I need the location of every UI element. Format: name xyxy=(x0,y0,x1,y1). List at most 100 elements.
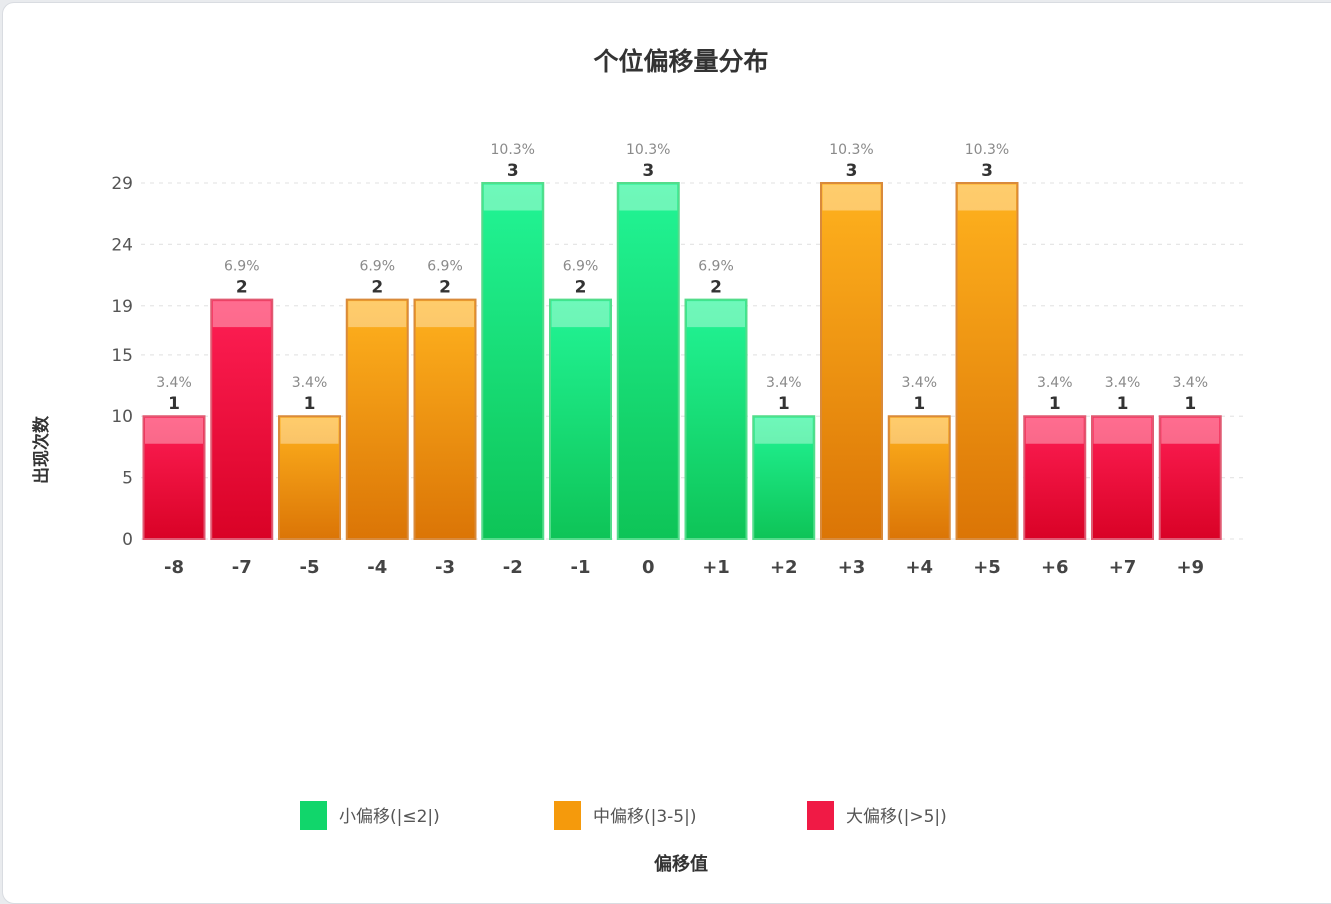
bar-+2 xyxy=(752,415,816,541)
x-tick-label: +6 xyxy=(1041,557,1069,578)
bar-highlight xyxy=(212,301,271,328)
y-tick-label: 15 xyxy=(111,346,133,366)
count-label: 2 xyxy=(439,278,451,298)
count-label: 1 xyxy=(1117,394,1129,414)
bar-highlight xyxy=(483,184,542,211)
x-tick-label: -5 xyxy=(300,557,320,578)
bar-highlight xyxy=(416,301,474,328)
bar-labels: 3.4% 1 6.9% 2 3.4% 1 6.9% 2 6.9% 2 10.3% 3 6.9% 2 10.3… xyxy=(156,142,1208,414)
count-label: 1 xyxy=(168,394,180,414)
bar xyxy=(210,298,274,540)
percent-label: 3.4% xyxy=(766,375,802,391)
percent-label: 3.4% xyxy=(292,375,328,391)
percent-label: 6.9% xyxy=(563,259,599,275)
legend-item-medium: 中偏移(|3-5|) xyxy=(554,801,697,830)
x-axis-label: 偏移值 xyxy=(654,853,708,875)
bar--2 xyxy=(481,182,545,540)
percent-label: 10.3% xyxy=(491,142,535,158)
legend-swatch xyxy=(807,801,834,830)
bar xyxy=(955,182,1019,540)
y-axis-ticks: 0 5 10 15 19 24 29 xyxy=(111,174,133,550)
bar-highlight xyxy=(551,301,610,328)
count-label: 3 xyxy=(507,161,519,181)
bar-highlight xyxy=(145,417,203,444)
count-label: 3 xyxy=(642,161,654,181)
count-label: 1 xyxy=(1184,394,1196,414)
percent-label: 3.4% xyxy=(156,375,192,391)
bar--4 xyxy=(345,298,409,540)
bar-highlight xyxy=(348,301,407,328)
bar xyxy=(1091,415,1154,541)
x-tick-label: +5 xyxy=(973,557,1001,578)
bars xyxy=(142,182,1222,541)
bar-highlight xyxy=(822,184,881,211)
bar-highlight xyxy=(280,417,339,444)
percent-label: 6.9% xyxy=(359,259,395,275)
count-label: 1 xyxy=(778,394,790,414)
bar-highlight xyxy=(1093,417,1152,444)
bar--7 xyxy=(210,298,274,540)
bar-0 xyxy=(616,182,680,540)
y-axis-label: 出现次数 xyxy=(31,415,52,484)
count-label: 1 xyxy=(913,394,925,414)
y-tick-label: 24 xyxy=(111,235,133,255)
bar xyxy=(684,298,748,540)
x-tick-label: -4 xyxy=(367,557,387,578)
x-tick-label: +2 xyxy=(770,557,798,578)
bar-+1 xyxy=(684,298,748,540)
count-label: 3 xyxy=(846,161,858,181)
bar-highlight xyxy=(890,417,949,444)
y-tick-label: 5 xyxy=(122,469,133,489)
count-label: 1 xyxy=(1049,394,1061,414)
bar xyxy=(549,298,612,540)
legend-item-large: 大偏移(|>5|) xyxy=(807,801,947,830)
legend-label: 中偏移(|3-5|) xyxy=(593,807,697,827)
bar-+4 xyxy=(887,415,951,541)
x-tick-label: -7 xyxy=(232,557,252,578)
bar--3 xyxy=(413,298,477,540)
percent-label: 3.4% xyxy=(1105,375,1141,391)
legend-label: 小偏移(|≤2|) xyxy=(339,807,440,827)
bar xyxy=(413,298,477,540)
x-tick-label: 0 xyxy=(642,557,655,578)
bar xyxy=(1158,415,1222,541)
bar-+7 xyxy=(1091,415,1154,541)
percent-label: 6.9% xyxy=(224,259,260,275)
x-tick-label: +9 xyxy=(1176,557,1204,578)
chart-title: 个位偏移量分布 xyxy=(593,47,768,76)
percent-label: 3.4% xyxy=(1172,375,1208,391)
bar-highlight xyxy=(1161,417,1220,444)
bar-highlight xyxy=(1025,417,1084,444)
bar-+9 xyxy=(1158,415,1222,541)
bar--5 xyxy=(278,415,341,541)
bar xyxy=(142,415,206,541)
bar-+3 xyxy=(820,182,883,540)
count-label: 2 xyxy=(575,278,587,298)
x-axis-ticks: -8 -7 -5 -4 -3 -2 -1 0 +1 +2 +3 +4 +5 +6 +7 +9 xyxy=(164,557,1204,578)
bar xyxy=(278,415,341,541)
count-label: 2 xyxy=(710,278,722,298)
bar xyxy=(345,298,409,540)
bar--8 xyxy=(142,415,206,541)
x-tick-label: +7 xyxy=(1109,557,1137,578)
x-tick-label: +3 xyxy=(838,557,866,578)
bar xyxy=(820,182,883,540)
bar xyxy=(616,182,680,540)
percent-label: 6.9% xyxy=(427,259,463,275)
bar xyxy=(1023,415,1087,541)
bar-highlight xyxy=(754,417,813,444)
legend-item-small: 小偏移(|≤2|) xyxy=(300,801,440,830)
bar xyxy=(481,182,545,540)
percent-label: 10.3% xyxy=(965,142,1009,158)
x-tick-label: -1 xyxy=(571,557,591,578)
percent-label: 6.9% xyxy=(698,259,734,275)
percent-label: 10.3% xyxy=(626,142,670,158)
legend: 小偏移(|≤2|) 中偏移(|3-5|) 大偏移(|>5|) xyxy=(300,801,947,830)
legend-swatch xyxy=(554,801,581,830)
x-tick-label: +1 xyxy=(702,557,730,578)
percent-label: 3.4% xyxy=(1037,375,1073,391)
y-tick-label: 19 xyxy=(111,297,133,317)
percent-label: 3.4% xyxy=(901,375,937,391)
x-tick-label: -8 xyxy=(164,557,184,578)
